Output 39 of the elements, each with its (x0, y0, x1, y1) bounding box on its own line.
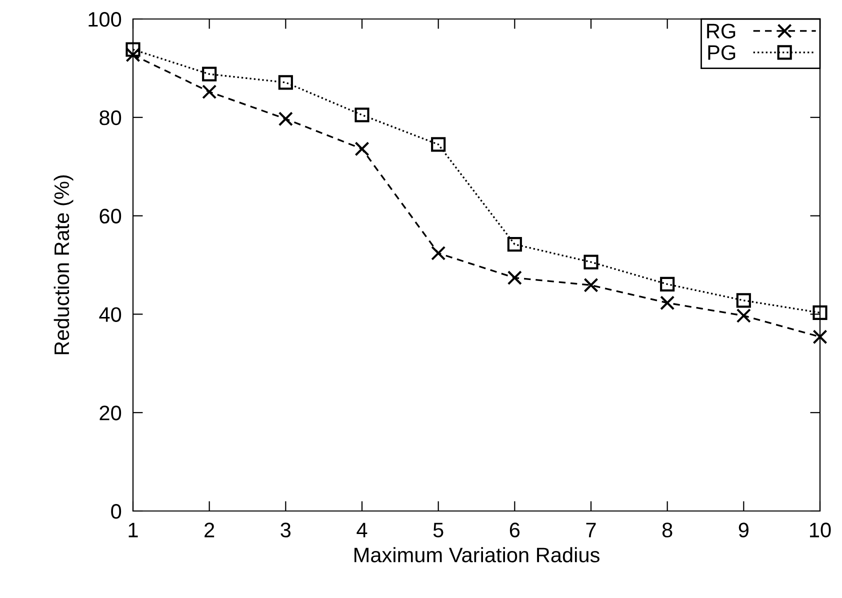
x-tick-label: 9 (738, 522, 748, 538)
point (812, 305, 828, 320)
point (507, 237, 522, 252)
point (431, 137, 446, 152)
point (126, 42, 140, 57)
x-tick-label: 2 (204, 522, 214, 538)
point (354, 142, 370, 156)
x-axis-title: Maximum Variation Radius (354, 547, 600, 562)
point (354, 108, 370, 122)
y-axis-title: Reduction Rate (%) (54, 175, 74, 354)
point (507, 270, 522, 286)
point (660, 276, 675, 292)
point (736, 308, 751, 323)
y-tick-label: 40 (99, 307, 122, 322)
y-tick-label: 100 (88, 12, 122, 27)
point (812, 330, 828, 344)
point (584, 278, 598, 292)
y-tick-label: 60 (100, 208, 122, 224)
x-tick-label: 10 (810, 522, 831, 538)
x-tick-label: 8 (662, 522, 672, 538)
y-tick-label: 20 (100, 406, 122, 420)
point (660, 296, 675, 310)
x-tick-label: 5 (433, 522, 444, 538)
point (202, 66, 217, 82)
x-tick-label: 4 (356, 522, 368, 538)
x-tick-label: 3 (280, 522, 291, 538)
y-tick-label: 0 (111, 504, 122, 519)
x-tick-label: 6 (510, 522, 520, 538)
point (584, 254, 598, 270)
point (278, 75, 293, 90)
point (202, 84, 217, 100)
point (431, 246, 446, 260)
legend-label: RG (707, 24, 736, 38)
legend-label: PG (708, 45, 736, 60)
x-tick-label: 1 (128, 522, 138, 538)
point (736, 293, 751, 308)
y-tick-label: 80 (100, 110, 122, 126)
point (278, 112, 293, 126)
x-tick-label: 7 (586, 522, 596, 538)
